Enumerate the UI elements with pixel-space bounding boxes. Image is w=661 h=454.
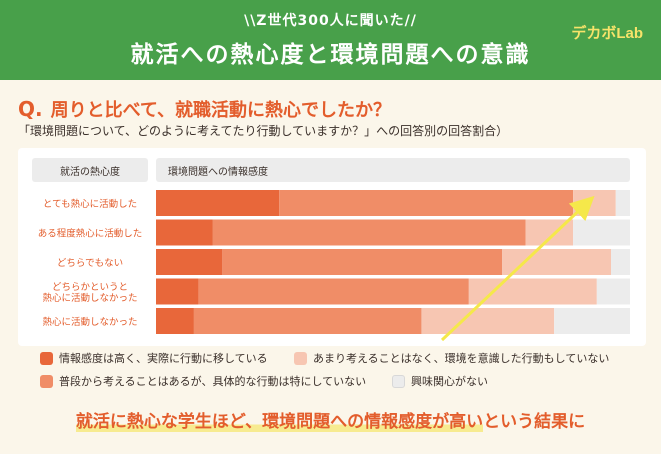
bar-segment-series-4 — [554, 308, 630, 334]
category-label: どちらでもない — [57, 258, 123, 269]
legend-label: あまり考えることはなく、環境を意識した行動もしていない — [313, 352, 610, 365]
legend-label: 情報感度は高く、実際に行動に移している — [59, 352, 268, 365]
brand-logo: デカボLab — [571, 25, 643, 42]
bar-segment-series-1 — [156, 190, 280, 216]
bar-segment-series-1 — [156, 219, 213, 246]
bar-segment-series-2 — [212, 219, 526, 246]
question-note: 「環境問題について、どのように考えてたり行動していますか？」への回答別の回答割合… — [18, 124, 509, 138]
conclusion-rest: という結果に — [483, 412, 586, 432]
header-banner: \\Z世代300人に聞いた// 就活への熱心度と環境問題への意識 デカボLab — [0, 0, 661, 80]
bar-segment-series-4 — [615, 190, 630, 216]
bar-segment-series-2 — [222, 249, 503, 275]
bar-segment-series-3 — [502, 249, 612, 275]
bar-segment-series-2 — [198, 278, 469, 305]
legend-swatch — [392, 374, 405, 388]
legend-item: 普段から考えることはあるが、具体的な行動は特にしていない — [40, 373, 366, 389]
bar-segment-series-1 — [156, 308, 194, 334]
conclusion-highlight: 就活に熱心な学生ほど、環境問題への情報感度が高い — [75, 412, 484, 432]
legend-item: あまり考えることはなく、環境を意識した行動もしていない — [294, 350, 609, 366]
bar-segment-series-2 — [193, 308, 422, 334]
legend-swatch — [294, 351, 307, 365]
row-header-chip: 就活の熱心度 — [32, 158, 148, 182]
chart-legend: 情報感度は高く、実際に行動に移している あまり考えることはなく、環境を意識した行動… — [40, 350, 640, 394]
question-prefix: Q. — [18, 97, 43, 121]
legend-swatch — [40, 351, 53, 365]
header-subtitle: \\Z世代300人に聞いた// — [244, 13, 417, 29]
conclusion-text: 就活に熱心な学生ほど、環境問題への情報感度が高いという結果に — [0, 407, 661, 432]
category-label: 熱心に活動しなかった — [42, 316, 137, 328]
bar-segment-series-3 — [421, 308, 555, 334]
bar-segment-series-4 — [573, 219, 630, 246]
bar-segment-series-4 — [611, 249, 630, 275]
bar-segment-series-1 — [156, 249, 223, 275]
category-label: ある程度熱心に活動した — [38, 228, 143, 240]
header-title: 就活への熱心度と環境問題への意識 — [130, 42, 531, 68]
bar-segment-series-4 — [596, 278, 630, 305]
bar-segment-series-1 — [156, 278, 199, 305]
legend-label: 興味関心がない — [411, 375, 488, 388]
legend-item: 情報感度は高く、実際に行動に移している — [40, 350, 268, 366]
bar-segment-series-3 — [573, 190, 616, 216]
legend-label: 普段から考えることはあるが、具体的な行動は特にしていない — [59, 375, 367, 388]
column-header-chip: 環境問題への情報感度 — [156, 158, 630, 182]
bar-segment-series-3 — [468, 278, 597, 305]
question-title: Q. 周りと比べて、就職活動に熱心でしたか？ — [18, 96, 391, 122]
legend-swatch — [40, 374, 53, 388]
category-label: どちらかというと熱心に活動しなかった — [42, 282, 137, 304]
question-text: 周りと比べて、就職活動に熱心でしたか？ — [50, 100, 391, 121]
trend-arrow — [440, 195, 595, 342]
bar-segment-series-2 — [279, 190, 574, 216]
category-label: とても熱心に活動した — [43, 198, 137, 210]
legend-item: 興味関心がない — [392, 373, 488, 389]
